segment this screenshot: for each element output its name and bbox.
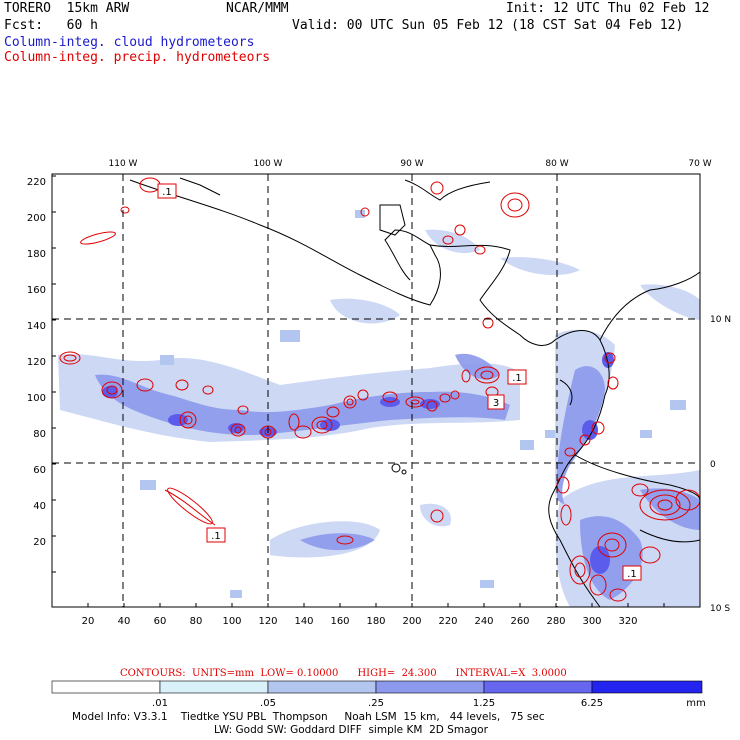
forecast-hour: Fcst: 60 h bbox=[4, 18, 98, 33]
svg-text:.1: .1 bbox=[211, 531, 221, 542]
x-tick: 300 bbox=[582, 616, 601, 627]
y-tick: 180 bbox=[27, 249, 46, 260]
colorbar-bin bbox=[267, 680, 377, 694]
y-tick: 100 bbox=[27, 393, 46, 404]
colorbar-unit: mm bbox=[686, 698, 705, 709]
y-tick: 220 bbox=[27, 177, 46, 188]
org-title: NCAR/MMM bbox=[226, 1, 289, 16]
y-tick: 60 bbox=[33, 465, 46, 476]
y-tick: 40 bbox=[33, 501, 46, 512]
svg-text:.1: .1 bbox=[512, 373, 522, 384]
x-tick: 260 bbox=[510, 616, 529, 627]
colorbar-label: .05 bbox=[260, 698, 276, 709]
x-tick: 120 bbox=[258, 616, 277, 627]
x-tick: 240 bbox=[474, 616, 493, 627]
contour-label: .1 bbox=[206, 527, 226, 543]
valid-time: Valid: 00 UTC Sun 05 Feb 12 (18 CST Sat … bbox=[292, 18, 684, 33]
colorbar-bin bbox=[51, 680, 161, 694]
model-info-line2: LW: Godd SW: Goddard DIFF simple KM 2D S… bbox=[214, 724, 488, 736]
contour-label-boxes: .1 .1 3 .1 .1 bbox=[157, 183, 642, 581]
lon-label: 80 W bbox=[545, 159, 568, 169]
contour-label: .1 bbox=[157, 183, 177, 199]
field-precip-label: Column-integ. precip. hydrometeors bbox=[4, 50, 271, 65]
colorbar-bin bbox=[375, 680, 485, 694]
contour-label: .1 bbox=[507, 369, 527, 385]
contour-label: .1 bbox=[622, 565, 642, 581]
lon-labels: 110 W 100 W 90 W 80 W 70 W bbox=[109, 159, 712, 169]
x-tick: 320 bbox=[618, 616, 637, 627]
field-cloud-label: Column-integ. cloud hydrometeors bbox=[4, 35, 255, 50]
coastlines bbox=[129, 177, 700, 607]
lon-label: 70 W bbox=[688, 159, 711, 169]
contour-info: CONTOURS: UNITS=mm LOW= 0.10000 HIGH= 24… bbox=[120, 668, 567, 679]
x-tick: 160 bbox=[330, 616, 349, 627]
svg-text:.1: .1 bbox=[627, 569, 637, 580]
lat-labels: 10 N 0 10 S bbox=[710, 315, 731, 614]
x-tick: 80 bbox=[190, 616, 203, 627]
latlon-grid bbox=[52, 174, 700, 607]
colorbar-label: .25 bbox=[368, 698, 384, 709]
colorbar-bin bbox=[591, 680, 703, 694]
x-tick: 40 bbox=[118, 616, 131, 627]
svg-text:.1: .1 bbox=[162, 187, 172, 198]
precip-contours bbox=[59, 177, 700, 602]
colorbar-bin bbox=[483, 680, 593, 694]
x-tick-labels: 20 40 60 80 100 120 140 160 180 200 220 … bbox=[82, 616, 638, 627]
y-tick: 160 bbox=[27, 285, 46, 296]
contour-label: 3 bbox=[487, 394, 505, 410]
lon-label: 110 W bbox=[109, 159, 138, 169]
lon-label: 100 W bbox=[254, 159, 283, 169]
model-info-line1: Model Info: V3.3.1 Tiedtke YSU PBL Thomp… bbox=[72, 711, 545, 723]
x-tick: 280 bbox=[546, 616, 565, 627]
model-title: TORERO 15km ARW bbox=[4, 1, 130, 16]
y-tick: 120 bbox=[27, 357, 46, 368]
colorbar bbox=[51, 680, 703, 694]
y-tick-labels: 220 200 180 160 140 120 100 80 60 40 20 bbox=[27, 177, 46, 548]
colorbar-label: 1.25 bbox=[473, 698, 495, 709]
lon-label: 90 W bbox=[400, 159, 423, 169]
lat-label: 10 S bbox=[710, 604, 730, 614]
x-tick: 100 bbox=[222, 616, 241, 627]
x-tick: 220 bbox=[438, 616, 457, 627]
x-tick: 180 bbox=[366, 616, 385, 627]
colorbar-label: .01 bbox=[152, 698, 168, 709]
x-tick: 20 bbox=[82, 616, 95, 627]
y-tick: 20 bbox=[33, 537, 46, 548]
x-tick: 200 bbox=[402, 616, 421, 627]
y-tick: 200 bbox=[27, 213, 46, 224]
y-tick: 140 bbox=[27, 321, 46, 332]
colorbar-labels: .01 .05 .25 1.25 6.25 mm bbox=[152, 698, 706, 709]
lat-label: 10 N bbox=[710, 315, 731, 325]
y-tick: 80 bbox=[33, 429, 46, 440]
hydrometeor-shading bbox=[58, 210, 700, 607]
init-time: Init: 12 UTC Thu 02 Feb 12 bbox=[506, 1, 710, 16]
lat-label: 0 bbox=[710, 460, 716, 470]
colorbar-label: 6.25 bbox=[581, 698, 603, 709]
svg-text:3: 3 bbox=[493, 398, 499, 409]
x-tick: 60 bbox=[154, 616, 167, 627]
axis-ticks bbox=[52, 175, 665, 607]
colorbar-bin bbox=[159, 680, 269, 694]
x-tick: 140 bbox=[294, 616, 313, 627]
